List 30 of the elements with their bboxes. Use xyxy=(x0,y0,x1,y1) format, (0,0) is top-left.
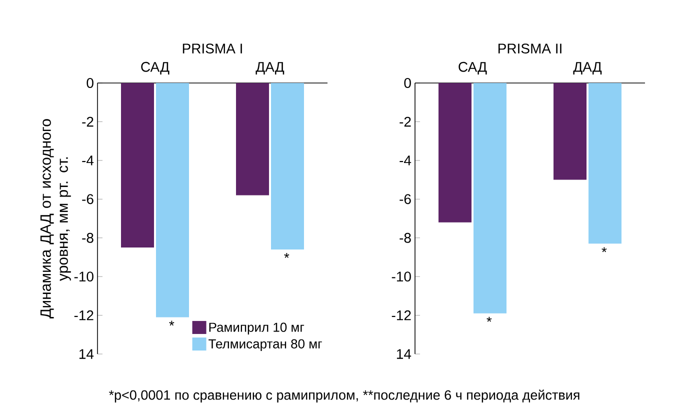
y-tick-label: -2 xyxy=(82,116,94,127)
x-tick-label: ДАД xyxy=(573,62,602,74)
y-tick-label: -12 xyxy=(392,310,411,320)
y-tick-label: -12 xyxy=(74,310,94,320)
chart-title: PRISMA II xyxy=(498,44,562,54)
y-tick-label: -6 xyxy=(82,194,94,204)
y-tick-label: 0 xyxy=(404,78,411,88)
annotation: * xyxy=(284,252,290,258)
annotation: * xyxy=(486,316,492,322)
y-tick-label: -8 xyxy=(400,232,411,243)
y-tick-label: -4 xyxy=(82,156,94,166)
y-tick-label: 0 xyxy=(86,78,94,88)
y-tick-label: -2 xyxy=(400,116,411,127)
legend-label: Телмисартан 80 мг xyxy=(208,339,322,352)
y-tick-label: -4 xyxy=(400,156,412,166)
annotation: * xyxy=(602,247,607,252)
chart-title: PRISMA I xyxy=(182,44,242,54)
legend-label: Рамиприл 10 мг xyxy=(209,322,304,334)
annotation: * xyxy=(169,320,174,326)
y-tick-label: -6 xyxy=(400,194,411,204)
x-tick-label: САД xyxy=(141,62,170,74)
text: *p<0,0001 по сравнению с рамиприлом, **последние 6 ч периода действия xyxy=(108,390,580,402)
y-tick-label: 14 xyxy=(396,349,412,359)
y-tick-label: 14 xyxy=(79,349,94,359)
x-tick-label: САД xyxy=(458,62,487,74)
y-axis-title: Динамика ДАД от исходного уровня, мм рт. ст. xyxy=(40,119,71,318)
x-tick-label: ДАД xyxy=(256,62,284,74)
y-tick-label: -10 xyxy=(392,272,411,282)
y-tick-label: -10 xyxy=(74,272,94,282)
y-tick-label: -8 xyxy=(82,232,94,243)
